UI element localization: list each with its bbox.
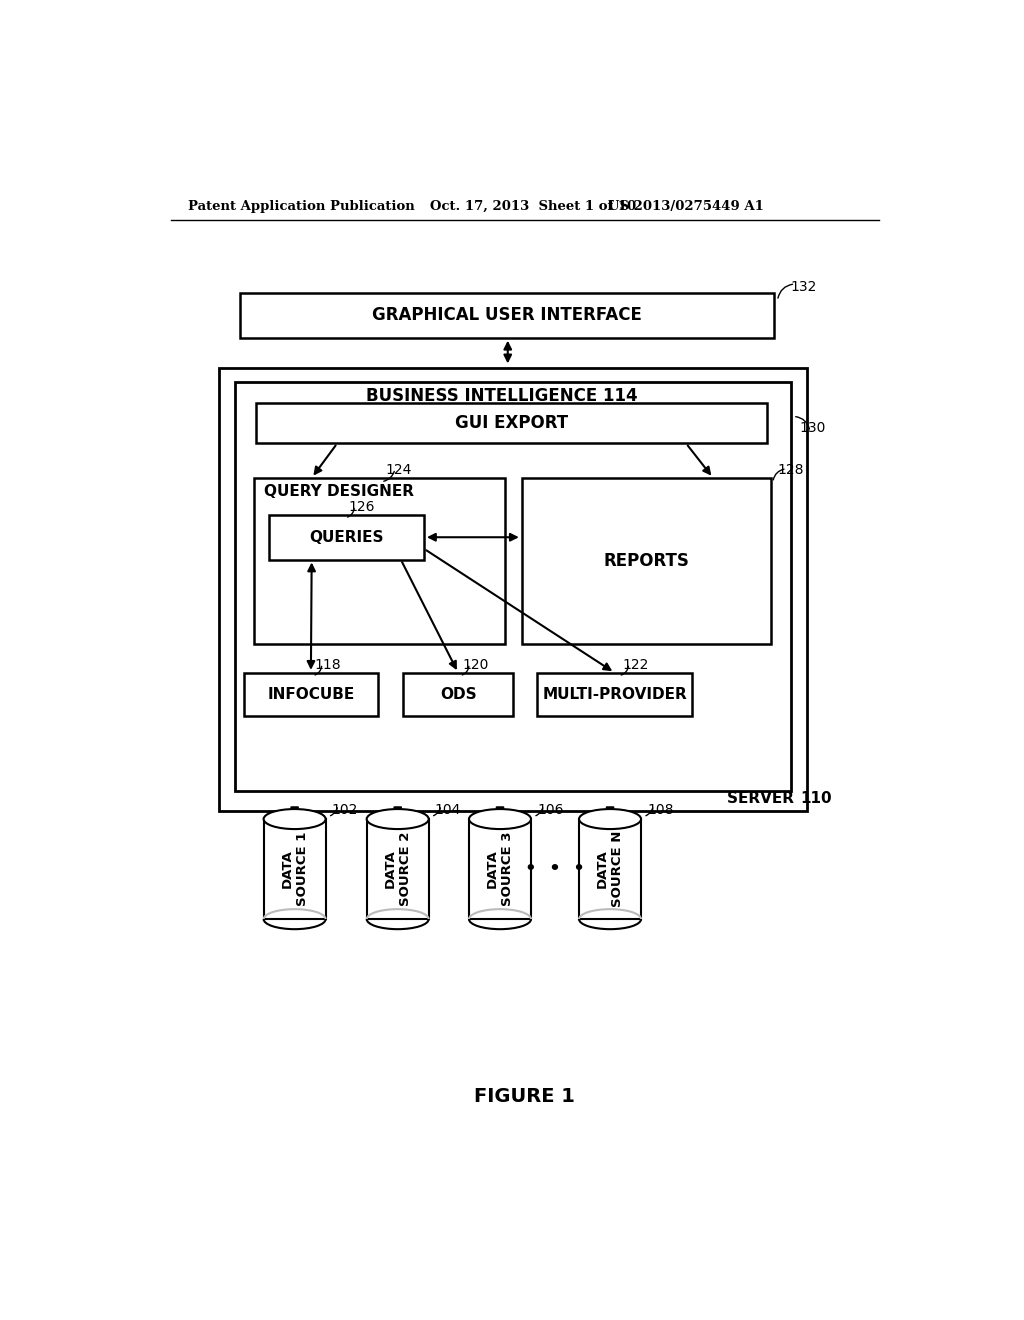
Ellipse shape — [579, 809, 641, 829]
Bar — [579, 818, 641, 919]
Text: SERVER: SERVER — [727, 791, 799, 805]
Bar — [367, 818, 429, 919]
Text: DATA
SOURCE 3: DATA SOURCE 3 — [486, 832, 514, 907]
Bar — [256, 404, 767, 444]
Text: 128: 128 — [777, 463, 804, 478]
Text: DATA
SOURCE 1: DATA SOURCE 1 — [281, 832, 308, 907]
Ellipse shape — [263, 809, 326, 829]
Text: INFOCUBE: INFOCUBE — [267, 686, 354, 702]
Bar — [538, 673, 692, 715]
Bar — [403, 673, 513, 715]
Text: 132: 132 — [791, 280, 817, 294]
Bar — [241, 293, 773, 338]
Text: 126: 126 — [348, 500, 375, 515]
Text: MULTI-PROVIDER: MULTI-PROVIDER — [543, 686, 687, 702]
Text: GRAPHICAL USER INTERFACE: GRAPHICAL USER INTERFACE — [372, 306, 642, 325]
Bar — [245, 673, 378, 715]
Bar — [254, 478, 506, 644]
Text: DATA
SOURCE 2: DATA SOURCE 2 — [384, 832, 412, 907]
Text: DATA
SOURCE N: DATA SOURCE N — [596, 830, 624, 907]
Bar — [219, 368, 807, 810]
Text: 118: 118 — [314, 659, 341, 672]
Text: 102: 102 — [332, 803, 358, 817]
Bar — [469, 818, 531, 919]
Ellipse shape — [367, 809, 429, 829]
Text: 104: 104 — [435, 803, 461, 817]
Text: GUI EXPORT: GUI EXPORT — [455, 414, 568, 432]
Text: 124: 124 — [386, 463, 412, 478]
Bar — [521, 478, 771, 644]
Ellipse shape — [469, 809, 531, 829]
Bar — [234, 381, 792, 792]
Text: •  •  •: • • • — [525, 861, 585, 878]
Text: 108: 108 — [647, 803, 674, 817]
Text: QUERIES: QUERIES — [309, 529, 384, 545]
Text: REPORTS: REPORTS — [603, 552, 689, 570]
Bar — [269, 515, 424, 560]
Text: 122: 122 — [623, 659, 649, 672]
Text: BUSINESS INTELLIGENCE 114: BUSINESS INTELLIGENCE 114 — [366, 387, 637, 404]
Text: US 2013/0275449 A1: US 2013/0275449 A1 — [608, 199, 764, 213]
Text: Oct. 17, 2013  Sheet 1 of 10: Oct. 17, 2013 Sheet 1 of 10 — [430, 199, 636, 213]
Text: 120: 120 — [462, 659, 488, 672]
Text: ODS: ODS — [440, 686, 476, 702]
Text: QUERY DESIGNER: QUERY DESIGNER — [264, 484, 415, 499]
Text: 110: 110 — [800, 791, 831, 805]
Bar — [263, 818, 326, 919]
Text: FIGURE 1: FIGURE 1 — [474, 1086, 575, 1106]
Text: Patent Application Publication: Patent Application Publication — [188, 199, 415, 213]
Text: 106: 106 — [538, 803, 563, 817]
Text: 130: 130 — [799, 421, 825, 434]
